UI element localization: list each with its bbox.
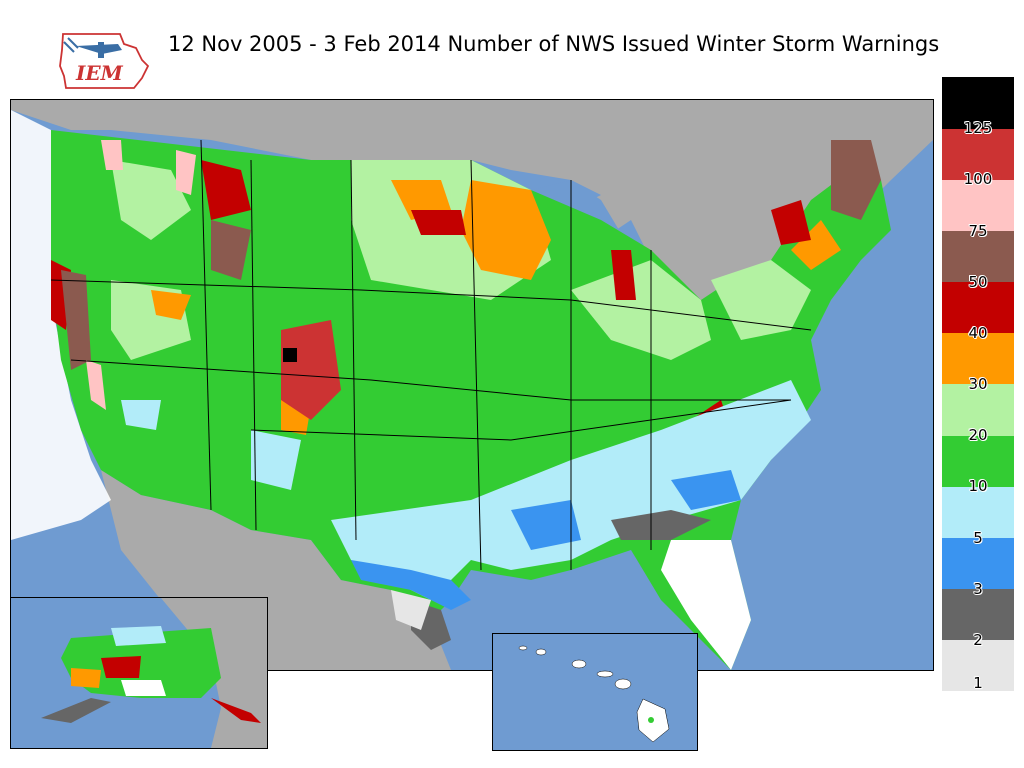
legend-swatch-10 bbox=[942, 435, 1014, 487]
legend-label-100: 100 bbox=[963, 170, 993, 189]
legend-label-3: 3 bbox=[973, 579, 983, 598]
legend-swatch-2 bbox=[942, 588, 1014, 641]
legend-label-10: 10 bbox=[968, 477, 988, 496]
legend-swatch-50 bbox=[942, 230, 1014, 283]
legend-label-40: 40 bbox=[968, 323, 988, 342]
legend-swatch-20 bbox=[942, 384, 1014, 436]
legend-label-1: 1 bbox=[973, 674, 983, 692]
legend-label-30: 30 bbox=[968, 375, 988, 393]
legend-swatch-40 bbox=[942, 281, 1014, 334]
legend-swatch-5 bbox=[942, 486, 1014, 538]
legend-label-125: 125 bbox=[963, 119, 993, 138]
legend-swatch-1 bbox=[942, 639, 1014, 692]
legend-label-50: 50 bbox=[968, 272, 988, 291]
legend-swatch-3 bbox=[942, 537, 1014, 590]
legend-label-20: 20 bbox=[968, 426, 988, 445]
logo-text: IEM bbox=[75, 61, 124, 85]
legend-swatch-30 bbox=[942, 332, 1014, 385]
iem-airplane-logo-icon: IEM bbox=[58, 30, 154, 92]
legend-label-5: 5 bbox=[973, 528, 983, 547]
legend-swatch-125 bbox=[942, 77, 1014, 129]
conus-map bbox=[10, 99, 934, 671]
legend-swatch-100 bbox=[942, 128, 1014, 180]
map-title: 12 Nov 2005 - 3 Feb 2014 Number of NWS I… bbox=[168, 32, 940, 56]
legend-label-75: 75 bbox=[968, 221, 988, 240]
legend-swatch-75 bbox=[942, 179, 1014, 231]
legend-label-2: 2 bbox=[973, 630, 983, 649]
hawaii-inset-map bbox=[492, 633, 698, 751]
alaska-inset-map bbox=[10, 597, 268, 749]
color-legend: 1 2 3 5 10 20 30 40 50 75 100 125 bbox=[942, 77, 1014, 692]
